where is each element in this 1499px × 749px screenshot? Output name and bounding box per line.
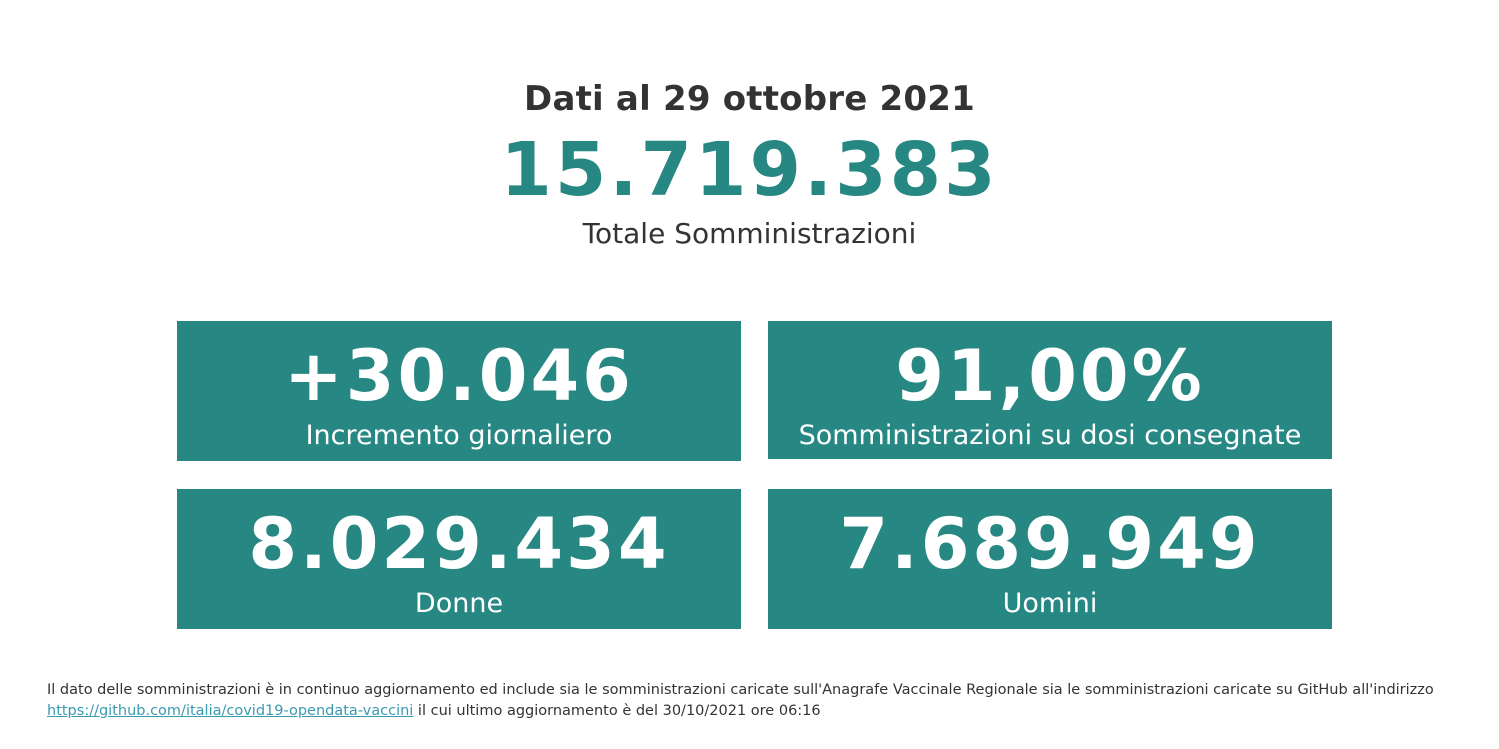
date-heading: Dati al 29 ottobre 2021 [524, 79, 975, 119]
daily-increment-card: +30.046 Incremento giornaliero [177, 321, 741, 461]
women-value: 8.029.434 [248, 503, 670, 585]
women-card: 8.029.434 Donne [177, 489, 741, 629]
footnote-text: Il dato delle somministrazioni è in cont… [47, 682, 1434, 698]
delivered-doses-ratio-card: 91,00% Somministrazioni su dosi consegna… [768, 321, 1332, 459]
men-value: 7.689.949 [839, 503, 1261, 585]
footnote-update-text: il cui ultimo aggiornamento è del 30/10/… [413, 703, 821, 719]
daily-increment-label: Incremento giornaliero [305, 420, 613, 451]
daily-increment-value: +30.046 [284, 335, 634, 417]
delivered-doses-ratio-value: 91,00% [895, 335, 1205, 417]
men-label: Uomini [1002, 588, 1098, 619]
github-repo-link[interactable]: https://github.com/italia/covid19-openda… [47, 703, 414, 719]
women-label: Donne [414, 588, 504, 619]
total-administrations-label: Totale Somministrazioni [582, 217, 917, 250]
total-administrations-value: 15.719.383 [500, 127, 999, 213]
data-footnote: Il dato delle somministrazioni è in cont… [47, 680, 1477, 722]
summary-header: Dati al 29 ottobre 2021 15.719.383 Total… [0, 76, 1499, 252]
delivered-doses-ratio-label: Somministrazioni su dosi consegnate [798, 420, 1302, 451]
men-card: 7.689.949 Uomini [768, 489, 1332, 629]
